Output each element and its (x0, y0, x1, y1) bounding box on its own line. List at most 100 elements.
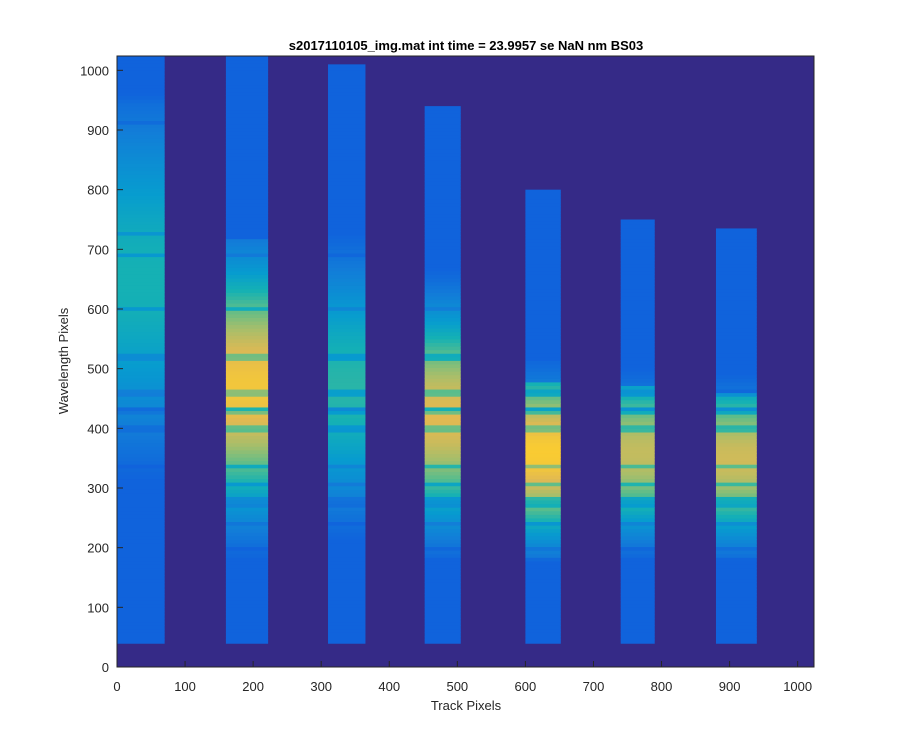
heatmap-cell (525, 235, 561, 240)
heatmap-cell (424, 567, 461, 573)
heatmap-cell (525, 217, 561, 222)
heatmap-cell (225, 381, 269, 386)
heatmap-cell (620, 442, 655, 447)
heatmap-cell (117, 166, 165, 172)
heatmap-cell (424, 267, 461, 272)
heatmap-cell (620, 593, 655, 598)
track-3 (328, 64, 366, 644)
heatmap-cell (424, 639, 461, 644)
heatmap-cell (424, 482, 461, 487)
heatmap-cell (715, 521, 757, 526)
heatmap-cell (225, 492, 269, 497)
heatmap-cell (715, 381, 757, 386)
heatmap-cell (424, 342, 461, 347)
heatmap-cell (225, 310, 269, 315)
heatmap-cell (117, 360, 165, 365)
heatmap-cell (328, 231, 366, 236)
heatmap-cell (117, 471, 165, 476)
heatmap-cell (424, 399, 461, 404)
heatmap-cell (715, 267, 757, 272)
heatmap-cell (525, 295, 561, 301)
heatmap-cell (525, 421, 561, 426)
heatmap-cell (225, 460, 269, 465)
heatmap-cell (620, 603, 655, 608)
heatmap-cell (525, 524, 561, 530)
heatmap-cell (328, 546, 366, 551)
heatmap-cell (117, 299, 165, 304)
heatmap-cell (715, 403, 757, 408)
heatmap-cell (117, 603, 165, 608)
heatmap-cell (620, 621, 655, 626)
heatmap-cell (225, 499, 269, 505)
heatmap-cell (117, 306, 165, 311)
heatmap-cell (328, 73, 366, 79)
heatmap-cell (225, 184, 269, 190)
heatmap-cell (117, 192, 165, 197)
heatmap-cell (328, 388, 366, 394)
heatmap-cell (328, 235, 366, 240)
heatmap-cell (424, 471, 461, 476)
heatmap-cell (117, 277, 165, 283)
heatmap-cell (620, 256, 655, 261)
heatmap-cell (715, 510, 757, 515)
heatmap-cell (117, 252, 165, 258)
heatmap-cell (620, 517, 655, 523)
heatmap-cell (715, 249, 757, 254)
heatmap-cell (117, 388, 165, 394)
heatmap-cell (328, 435, 366, 440)
heatmap-cell (225, 84, 269, 89)
heatmap-cell (525, 478, 561, 483)
heatmap-cell (225, 535, 269, 540)
heatmap-cell (525, 299, 561, 304)
heatmap-cell (225, 564, 269, 569)
heatmap-cell (117, 56, 165, 61)
heatmap-cell (525, 189, 561, 193)
heatmap-cell (525, 571, 561, 576)
heatmap-cell (328, 163, 366, 168)
heatmap-cell (525, 199, 561, 204)
heatmap-cell (424, 124, 461, 129)
heatmap-cell (715, 439, 757, 444)
heatmap-cell (525, 303, 561, 308)
heatmap-cell (225, 585, 269, 591)
heatmap-cell (424, 116, 461, 122)
heatmap-cell (328, 428, 366, 433)
heatmap-cell (620, 585, 655, 591)
heatmap-cell (715, 621, 757, 626)
heatmap-cell (328, 510, 366, 515)
heatmap-cell (328, 406, 366, 412)
x-tick-label: 400 (378, 679, 400, 694)
heatmap-cell (525, 528, 561, 533)
heatmap-cell (328, 95, 366, 100)
heatmap-cell (715, 256, 757, 261)
heatmap-cell (117, 517, 165, 523)
heatmap-cell (525, 449, 561, 454)
heatmap-cell (424, 578, 461, 583)
heatmap-cell (715, 625, 757, 630)
heatmap-cell (328, 446, 366, 451)
heatmap-cell (117, 313, 165, 318)
heatmap-cell (424, 192, 461, 197)
heatmap-cell (424, 428, 461, 433)
heatmap-cell (525, 521, 561, 526)
heatmap-cell (620, 510, 655, 515)
plot-area (116, 55, 815, 668)
heatmap-cell (225, 349, 269, 354)
heatmap-cell (225, 571, 269, 576)
heatmap-cell (424, 177, 461, 182)
heatmap-cell (525, 206, 561, 211)
heatmap-cell (117, 345, 165, 351)
heatmap-cell (225, 546, 269, 551)
heatmap-cell (117, 399, 165, 404)
heatmap-cell (225, 388, 269, 394)
heatmap-cell (525, 349, 561, 354)
heatmap-cell (525, 378, 561, 383)
heatmap-cell (328, 106, 366, 111)
heatmap-cell (525, 306, 561, 311)
heatmap-cell (225, 553, 269, 558)
track-6 (620, 219, 655, 644)
heatmap-cell (117, 127, 165, 132)
heatmap-cell (424, 406, 461, 412)
heatmap-cell (620, 235, 655, 240)
heatmap-cell (620, 252, 655, 258)
